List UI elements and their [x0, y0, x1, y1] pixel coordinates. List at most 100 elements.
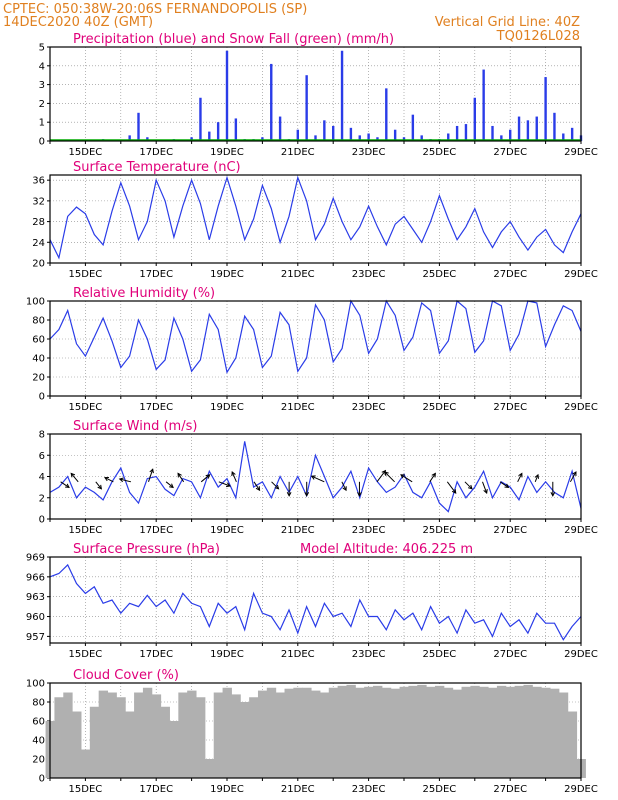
cloud-cover-bar: [116, 697, 126, 778]
wind-arrow-head: [504, 483, 510, 488]
header-grid-line: Vertical Grid Line: 40Z: [435, 15, 580, 30]
cloud-cover-bar: [249, 697, 259, 778]
y-tick-label: 36: [32, 176, 45, 187]
wind-arrow-head: [205, 474, 211, 479]
x-tick-label: 17DEC: [139, 402, 173, 413]
cloud-cover-bar: [187, 690, 197, 778]
cloud-cover-bar: [80, 749, 91, 778]
cloud-cover-bar: [523, 684, 533, 778]
y-tick-label: 5: [39, 43, 45, 54]
precip-bar: [278, 116, 282, 141]
wind-arrow: [400, 474, 413, 483]
wind-arrow: [70, 473, 79, 483]
cloud-cover-bar: [266, 687, 277, 778]
panel-frame: [49, 300, 582, 397]
y-tick-label: 966: [26, 572, 45, 583]
panel-frame: [49, 556, 582, 644]
x-tick-label: 15DEC: [69, 525, 103, 536]
wind-arrow: [341, 481, 347, 491]
cloud-cover-bar: [461, 686, 471, 778]
precip-bar: [447, 133, 450, 141]
wind-arrow: [429, 473, 436, 483]
x-tick-label: 27DEC: [493, 147, 527, 158]
cloud-cover-bar: [443, 687, 454, 778]
x-tick-label: 25DEC: [423, 649, 457, 660]
x-tick-label: 21DEC: [281, 402, 315, 413]
x-tick-label: 23DEC: [352, 784, 386, 795]
precip-bar: [323, 120, 326, 141]
x-tick-label: 25DEC: [423, 525, 457, 536]
cloud-cover-bar: [417, 684, 427, 778]
wind-arrow-head: [400, 474, 406, 479]
cloud-cover-bar: [311, 690, 321, 778]
cloud-cover-bar: [89, 706, 100, 778]
wind-arrow-head: [518, 472, 523, 478]
y-tick-label: 0: [39, 392, 45, 403]
y-tick-label: 2: [39, 493, 45, 504]
x-tick-label: 19DEC: [210, 784, 244, 795]
wind-arrow: [104, 477, 114, 483]
wind-arrow-head: [169, 483, 174, 489]
precip-bar: [358, 135, 361, 141]
x-tick-label: 15DEC: [69, 784, 103, 795]
wind-arrow: [482, 481, 488, 494]
panel-frame: [49, 174, 582, 264]
panel-title: Surface Pressure (hPa): [73, 542, 220, 557]
precip-bar: [225, 50, 229, 142]
precip-bar: [367, 133, 370, 141]
panel-frame: [49, 433, 582, 520]
wind-arrow-head: [64, 483, 70, 488]
y-tick-label: 20: [32, 259, 45, 270]
precip-bar: [464, 124, 468, 141]
wind-arrow-head: [97, 484, 103, 490]
series-line: [49, 299, 582, 374]
x-tick-label: 19DEC: [210, 147, 244, 158]
wind-arrow: [499, 481, 509, 488]
panel-frame: [49, 682, 582, 779]
cloud-cover-bar: [470, 685, 480, 778]
wind-arrow: [231, 471, 237, 483]
y-tick-label: 60: [32, 335, 45, 346]
precip-bar: [349, 127, 353, 141]
wind-arrow-head: [286, 492, 292, 497]
precip-bar: [305, 75, 308, 141]
x-tick-label: 25DEC: [423, 269, 457, 280]
precip-bar: [526, 120, 530, 141]
wind-arrow: [376, 470, 386, 483]
precip-bar: [562, 133, 565, 141]
precip-bar: [314, 135, 317, 141]
precip-bar: [146, 137, 149, 141]
cloud-cover-bar: [328, 687, 339, 778]
precip-bar: [190, 137, 193, 141]
cloud-cover-bar: [426, 686, 436, 778]
cloud-cover-bar: [550, 688, 560, 778]
precip-bar: [385, 88, 388, 141]
cloud-cover-bar: [381, 687, 392, 778]
x-tick-label: 29DEC: [564, 649, 598, 660]
x-tick-label: 19DEC: [210, 525, 244, 536]
x-tick-label: 23DEC: [352, 269, 386, 280]
panel-annotation: Model Altitude: 406.225 m: [300, 542, 473, 557]
x-tick-label: 21DEC: [281, 784, 315, 795]
cloud-cover-bar: [107, 692, 117, 778]
series-line: [49, 175, 582, 260]
cloud-cover-bar: [284, 688, 294, 778]
wind-arrow-head: [255, 486, 261, 492]
x-tick-label: 15DEC: [69, 402, 103, 413]
cloud-cover-bar: [98, 690, 109, 778]
y-tick-label: 100: [26, 679, 45, 690]
x-tick-label: 19DEC: [210, 402, 244, 413]
y-tick-label: 0: [39, 137, 45, 148]
cloud-cover-bar: [567, 711, 578, 778]
x-tick-label: 15DEC: [69, 649, 103, 660]
x-tick-label: 23DEC: [352, 147, 386, 158]
cloud-cover-bar: [434, 685, 445, 778]
wind-arrow-head: [70, 472, 76, 478]
x-tick-label: 27DEC: [493, 784, 527, 795]
x-tick-label: 17DEC: [139, 525, 173, 536]
x-tick-label: 21DEC: [281, 525, 315, 536]
y-tick-label: 40: [32, 354, 45, 365]
cloud-cover-bar: [257, 690, 268, 778]
y-tick-label: 969: [26, 553, 45, 564]
series-line: [49, 563, 582, 641]
